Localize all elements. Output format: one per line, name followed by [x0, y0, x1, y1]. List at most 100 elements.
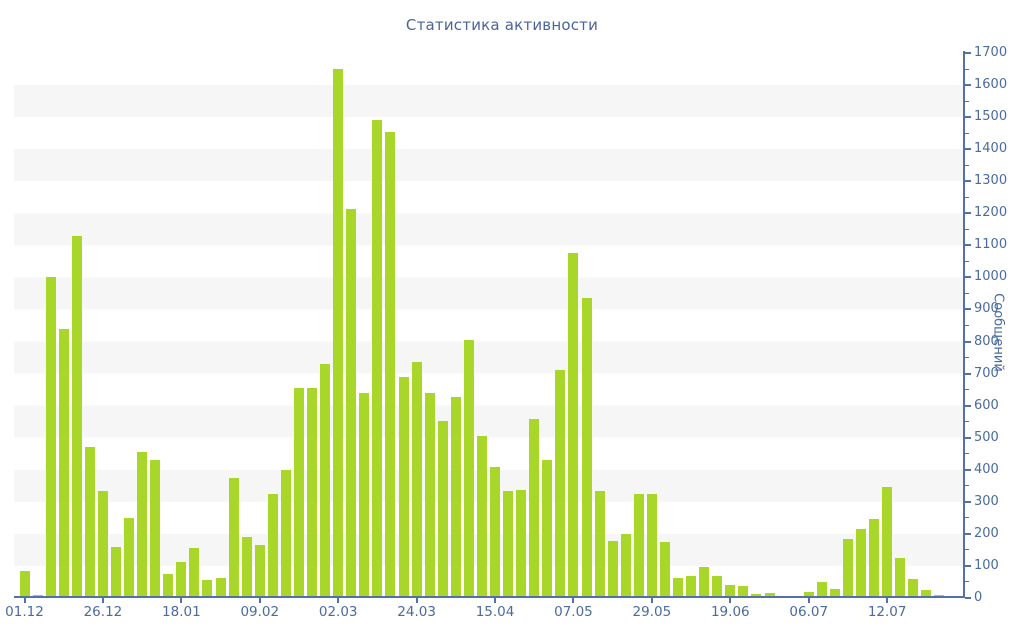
y-axis-title: Сообщений [990, 293, 1006, 372]
bar-24[interactable] [320, 363, 331, 598]
bar-63[interactable] [829, 588, 840, 598]
bar-52[interactable] [686, 575, 697, 598]
bar-16[interactable] [215, 578, 226, 598]
bar-53[interactable] [699, 566, 710, 598]
bar-1[interactable] [19, 570, 30, 598]
y-axis-label-1200: 1200 [974, 205, 1008, 221]
bar-15[interactable] [202, 580, 213, 598]
bar-68[interactable] [895, 557, 906, 598]
bar-50[interactable] [659, 541, 670, 598]
bar-64[interactable] [842, 538, 853, 598]
bar-22[interactable] [293, 388, 304, 598]
x-tick-19.06 [729, 598, 732, 603]
y-major-tick-100 [965, 564, 971, 567]
y-major-tick-1400 [965, 148, 971, 151]
bar-67[interactable] [882, 487, 893, 598]
bar-55[interactable] [725, 585, 736, 598]
x-axis-line [14, 596, 965, 598]
x-axis-label-18.01: 18.01 [162, 604, 201, 620]
y-major-tick-900 [965, 308, 971, 311]
bar-6[interactable] [84, 447, 95, 598]
bar-32[interactable] [424, 392, 435, 598]
y-axis-label-1700: 1700 [974, 45, 1008, 60]
bar-11[interactable] [150, 460, 161, 598]
bar-34[interactable] [450, 396, 461, 598]
bar-56[interactable] [738, 586, 749, 598]
bar-3[interactable] [45, 277, 56, 598]
bar-62[interactable] [816, 582, 827, 598]
bar-65[interactable] [856, 528, 866, 598]
bar-41[interactable] [542, 460, 553, 598]
y-major-tick-500 [965, 436, 971, 439]
bar-13[interactable] [176, 562, 187, 598]
bar-27[interactable] [359, 392, 370, 598]
bar-46[interactable] [607, 540, 618, 598]
x-tick-01.12 [23, 598, 26, 603]
bar-54[interactable] [712, 575, 723, 598]
y-minor-tick-1650 [965, 68, 969, 70]
bar-28[interactable] [372, 120, 383, 598]
y-axis-label-1600: 1600 [974, 77, 1008, 93]
bar-12[interactable] [163, 573, 174, 598]
bar-47[interactable] [620, 533, 631, 598]
bar-48[interactable] [633, 493, 644, 598]
bar-42[interactable] [555, 370, 566, 598]
x-tick-07.05 [572, 598, 575, 603]
y-major-tick-1000 [965, 276, 971, 279]
bar-4[interactable] [58, 328, 69, 598]
bar-36[interactable] [476, 436, 487, 598]
bar-37[interactable] [490, 466, 501, 598]
y-major-tick-0 [965, 597, 971, 599]
bar-35[interactable] [463, 339, 474, 598]
bar-61[interactable] [803, 592, 814, 598]
bar-19[interactable] [254, 544, 265, 598]
x-axis-label-19.06: 19.06 [710, 604, 750, 620]
bar-5[interactable] [71, 235, 82, 598]
bar-23[interactable] [307, 388, 318, 598]
bar-8[interactable] [110, 546, 121, 598]
chart-title: Статистика активности [405, 16, 599, 34]
x-axis-label-26.12: 26.12 [83, 604, 123, 620]
bar-20[interactable] [267, 494, 278, 598]
bar-7[interactable] [97, 490, 108, 598]
x-axis-label-24.03: 24.03 [397, 604, 436, 620]
bar-69[interactable] [908, 579, 919, 598]
bar-29[interactable] [385, 131, 396, 598]
bar-14[interactable] [189, 548, 200, 598]
bar-49[interactable] [646, 493, 657, 598]
bar-17[interactable] [228, 478, 239, 598]
y-major-tick-1600 [965, 84, 971, 87]
bar-70[interactable] [921, 590, 932, 598]
y-axis-label-500: 500 [974, 429, 999, 445]
bar-57[interactable] [751, 593, 762, 598]
bar-66[interactable] [869, 518, 880, 598]
y-major-tick-800 [965, 340, 971, 343]
y-axis-label-800: 800 [974, 333, 999, 349]
plot-area [14, 53, 963, 598]
y-minor-tick-450 [965, 453, 969, 455]
bar-43[interactable] [568, 253, 579, 598]
bar-21[interactable] [280, 469, 291, 598]
y-axis-label-400: 400 [974, 461, 999, 477]
bar-25[interactable] [333, 69, 344, 598]
bar-26[interactable] [346, 208, 357, 598]
bar-45[interactable] [594, 490, 605, 598]
bar-44[interactable] [581, 298, 592, 598]
y-axis-label-1400: 1400 [974, 141, 1008, 157]
y-axis-label-200: 200 [974, 525, 999, 541]
bar-58[interactable] [764, 592, 775, 598]
bar-9[interactable] [124, 517, 135, 598]
bar-31[interactable] [411, 362, 422, 598]
bar-40[interactable] [529, 419, 540, 598]
y-axis-label-1000: 1000 [974, 269, 1008, 285]
bar-18[interactable] [241, 537, 252, 598]
bar-30[interactable] [398, 376, 409, 598]
x-tick-24.03 [415, 598, 418, 603]
y-axis-label-600: 600 [974, 397, 999, 413]
bar-38[interactable] [503, 490, 514, 598]
bar-51[interactable] [673, 578, 684, 598]
bar-39[interactable] [516, 489, 527, 598]
bar-10[interactable] [137, 452, 148, 598]
x-axis-label-12.07: 12.07 [867, 604, 907, 620]
bar-33[interactable] [437, 421, 448, 598]
